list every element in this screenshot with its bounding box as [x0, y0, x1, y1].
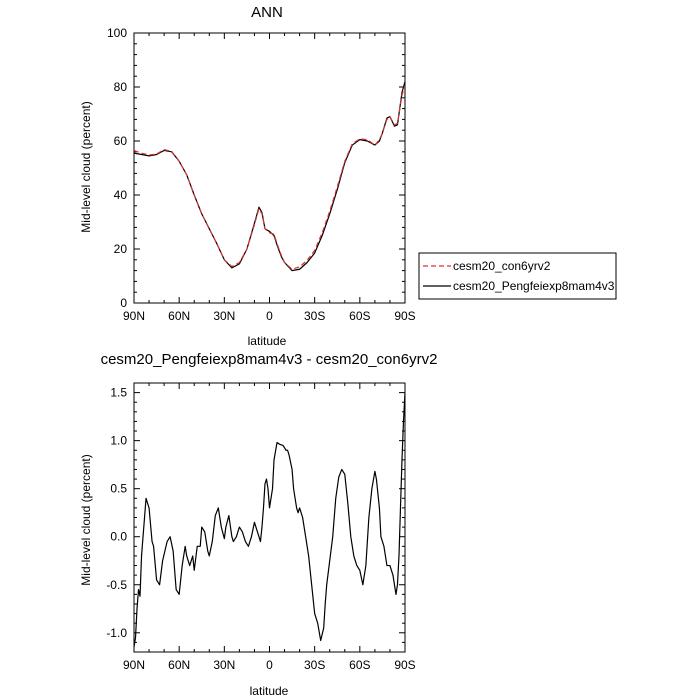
plot-frame — [133, 32, 406, 304]
bottom-plot-area: 90N 60N 30N 0 30S 60S 90S -1.0 -0.5 0.0 0.5 1.0 1.5 — [106, 382, 416, 672]
series-line-0 — [134, 85, 405, 270]
y-tick-label: 100 — [107, 26, 127, 40]
x-tick-label: 30N — [213, 658, 235, 672]
y-tick-label: 1.5 — [110, 386, 127, 400]
top-plot-area: 90N 60N 30N 0 30S 60S 90S 0 20 40 60 80 100 — [107, 26, 416, 323]
bottom-title: cesm20_Pengfeiexp8mam4v3 - cesm20_con6yr… — [101, 351, 438, 368]
plot-frame — [133, 382, 406, 653]
legend-label-0: cesm20_con6yrv2 — [453, 259, 551, 273]
bottom-ylabel: Mid-level cloud (percent) — [79, 454, 93, 585]
y-tick-label: 20 — [114, 242, 128, 256]
y-tick-label: 0.0 — [110, 530, 127, 544]
x-tick-label: 60N — [168, 309, 190, 323]
legend-box — [418, 252, 617, 300]
x-tick-label: 30S — [304, 309, 325, 323]
y-tick-label: 40 — [114, 188, 128, 202]
x-tick-label: 90N — [123, 658, 145, 672]
top-ylabel: Mid-level cloud (percent) — [79, 101, 93, 232]
x-tick-label: 60N — [168, 658, 190, 672]
y-tick-label: 0 — [120, 296, 127, 310]
bottom-xlabel: latitude — [250, 684, 289, 698]
x-tick-label: 60S — [349, 309, 370, 323]
top-title: ANN — [251, 4, 283, 21]
top-xlabel: latitude — [248, 334, 287, 348]
x-tick-label: 90S — [394, 658, 415, 672]
series-line-0 — [134, 392, 405, 648]
y-tick-label: 0.5 — [110, 482, 127, 496]
x-tick-label: 0 — [266, 309, 273, 323]
x-tick-label: 60S — [349, 658, 370, 672]
x-tick-label: 90S — [394, 309, 415, 323]
y-tick-label: 60 — [114, 134, 128, 148]
top-panel: ANN Mid-level cloud (percent) latitude 9… — [79, 4, 617, 348]
bottom-panel: cesm20_Pengfeiexp8mam4v3 - cesm20_con6yr… — [79, 351, 437, 698]
top-legend: cesm20_con6yrv2 cesm20_Pengfeiexp8mam4v3 — [418, 252, 617, 300]
x-tick-label: 30N — [213, 309, 235, 323]
x-tick-label: 30S — [304, 658, 325, 672]
x-tick-label: 0 — [266, 658, 273, 672]
y-tick-label: 1.0 — [110, 434, 127, 448]
legend-label-1: cesm20_Pengfeiexp8mam4v3 — [453, 279, 615, 293]
y-tick-label: -0.5 — [106, 578, 127, 592]
x-tick-label: 90N — [123, 309, 145, 323]
y-tick-label: 80 — [114, 80, 128, 94]
series-line-1 — [134, 81, 405, 272]
y-tick-label: -1.0 — [106, 626, 127, 640]
